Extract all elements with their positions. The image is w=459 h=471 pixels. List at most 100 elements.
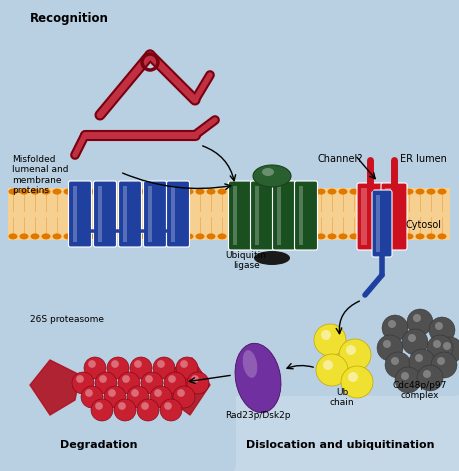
Ellipse shape bbox=[254, 251, 290, 265]
Ellipse shape bbox=[52, 234, 62, 239]
Circle shape bbox=[437, 337, 459, 363]
Ellipse shape bbox=[415, 188, 425, 195]
Circle shape bbox=[407, 309, 433, 335]
Circle shape bbox=[118, 372, 140, 394]
Circle shape bbox=[154, 389, 162, 397]
Ellipse shape bbox=[85, 188, 95, 195]
Circle shape bbox=[177, 389, 185, 397]
Ellipse shape bbox=[382, 234, 392, 239]
Ellipse shape bbox=[85, 234, 95, 239]
Circle shape bbox=[84, 357, 106, 379]
Circle shape bbox=[395, 367, 421, 393]
Circle shape bbox=[423, 370, 431, 378]
Circle shape bbox=[409, 349, 435, 375]
FancyBboxPatch shape bbox=[68, 181, 91, 247]
Bar bbox=[8, 188, 450, 240]
Ellipse shape bbox=[118, 234, 128, 239]
FancyBboxPatch shape bbox=[167, 181, 190, 247]
Circle shape bbox=[431, 352, 457, 378]
Ellipse shape bbox=[328, 188, 336, 195]
Circle shape bbox=[131, 389, 139, 397]
Circle shape bbox=[153, 357, 175, 379]
Circle shape bbox=[435, 322, 443, 330]
Ellipse shape bbox=[393, 234, 403, 239]
Ellipse shape bbox=[317, 188, 325, 195]
Ellipse shape bbox=[295, 234, 303, 239]
Ellipse shape bbox=[371, 188, 381, 195]
Circle shape bbox=[427, 335, 453, 361]
Ellipse shape bbox=[253, 165, 291, 187]
Text: ER lumen: ER lumen bbox=[400, 154, 447, 164]
Ellipse shape bbox=[437, 234, 447, 239]
Ellipse shape bbox=[52, 188, 62, 195]
Circle shape bbox=[127, 386, 149, 408]
Text: Cytosol: Cytosol bbox=[405, 220, 441, 230]
Ellipse shape bbox=[74, 188, 84, 195]
Ellipse shape bbox=[284, 188, 292, 195]
Circle shape bbox=[88, 360, 96, 368]
Ellipse shape bbox=[229, 188, 237, 195]
Ellipse shape bbox=[174, 234, 183, 239]
Circle shape bbox=[91, 399, 113, 421]
Bar bbox=[233, 186, 237, 245]
Circle shape bbox=[437, 357, 445, 365]
Bar bbox=[254, 186, 259, 245]
Ellipse shape bbox=[262, 168, 274, 176]
Ellipse shape bbox=[63, 188, 73, 195]
Circle shape bbox=[108, 389, 116, 397]
Circle shape bbox=[341, 366, 373, 398]
Circle shape bbox=[111, 360, 119, 368]
Circle shape bbox=[417, 365, 443, 391]
Circle shape bbox=[118, 402, 126, 410]
Ellipse shape bbox=[338, 188, 347, 195]
Ellipse shape bbox=[196, 234, 205, 239]
Ellipse shape bbox=[9, 234, 17, 239]
Bar bbox=[147, 186, 152, 242]
Ellipse shape bbox=[41, 188, 50, 195]
Circle shape bbox=[145, 375, 153, 383]
FancyBboxPatch shape bbox=[381, 183, 407, 250]
FancyBboxPatch shape bbox=[229, 181, 252, 250]
Ellipse shape bbox=[328, 234, 336, 239]
FancyBboxPatch shape bbox=[0, 0, 236, 261]
Text: Degradation: Degradation bbox=[60, 440, 138, 450]
Bar bbox=[73, 186, 77, 242]
FancyBboxPatch shape bbox=[273, 181, 296, 250]
Ellipse shape bbox=[251, 234, 259, 239]
Ellipse shape bbox=[162, 234, 172, 239]
Text: Recognition: Recognition bbox=[30, 12, 109, 25]
Ellipse shape bbox=[174, 188, 183, 195]
Circle shape bbox=[429, 317, 455, 343]
Circle shape bbox=[339, 339, 371, 371]
Ellipse shape bbox=[140, 234, 150, 239]
Ellipse shape bbox=[306, 188, 314, 195]
Circle shape bbox=[114, 399, 136, 421]
Text: 26S proteasome: 26S proteasome bbox=[30, 315, 104, 324]
Circle shape bbox=[99, 375, 107, 383]
Circle shape bbox=[191, 375, 199, 383]
Circle shape bbox=[402, 329, 428, 355]
Ellipse shape bbox=[284, 234, 292, 239]
Ellipse shape bbox=[240, 188, 248, 195]
Ellipse shape bbox=[338, 234, 347, 239]
Circle shape bbox=[401, 372, 409, 380]
Circle shape bbox=[160, 399, 182, 421]
Circle shape bbox=[107, 357, 129, 379]
Ellipse shape bbox=[96, 234, 106, 239]
Ellipse shape bbox=[349, 234, 358, 239]
Ellipse shape bbox=[262, 188, 270, 195]
Ellipse shape bbox=[317, 234, 325, 239]
Ellipse shape bbox=[235, 343, 281, 413]
Ellipse shape bbox=[371, 234, 381, 239]
Circle shape bbox=[413, 314, 421, 322]
Circle shape bbox=[377, 335, 403, 361]
Ellipse shape bbox=[404, 234, 414, 239]
Ellipse shape bbox=[185, 188, 194, 195]
Text: Ubiquitin
ligase: Ubiquitin ligase bbox=[225, 251, 267, 270]
Ellipse shape bbox=[382, 188, 392, 195]
Ellipse shape bbox=[360, 188, 369, 195]
Ellipse shape bbox=[207, 188, 215, 195]
Ellipse shape bbox=[349, 188, 358, 195]
Ellipse shape bbox=[63, 234, 73, 239]
Circle shape bbox=[95, 372, 117, 394]
